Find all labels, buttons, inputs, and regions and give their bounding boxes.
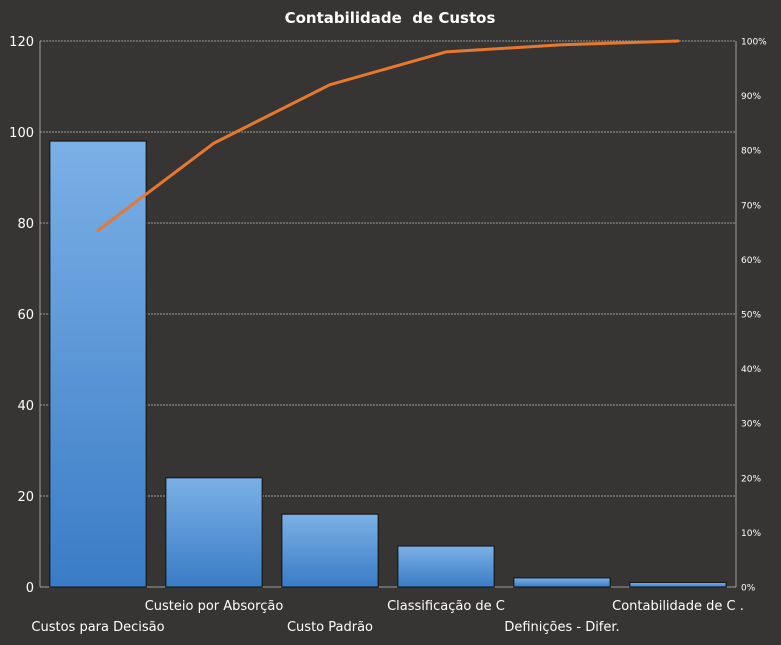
cumulative-line — [96, 39, 680, 232]
line-layer — [96, 39, 680, 232]
y-tick-label: 100 — [9, 126, 34, 141]
bar — [281, 513, 379, 588]
category-label: Custos para Decisão — [31, 620, 164, 635]
left-axis: 0 20 40 60 80 100 120 — [9, 35, 34, 596]
category-label: Definições - Difer. — [504, 620, 619, 635]
bar — [49, 140, 147, 588]
y2-tick-label: 70% — [741, 201, 761, 211]
y2-tick-label: 100% — [741, 38, 767, 48]
y2-tick-label: 60% — [741, 256, 761, 266]
y-tick-label: 20 — [17, 490, 34, 505]
y2-tick-label: 40% — [741, 365, 761, 375]
y-tick-label: 80 — [17, 217, 34, 232]
y2-tick-label: 80% — [741, 147, 761, 157]
grid-layer — [39, 40, 737, 588]
chart-title: Contabilidade de Custos — [285, 9, 496, 27]
y-tick-label: 0 — [26, 581, 34, 596]
y-tick-label: 120 — [9, 35, 34, 50]
y2-tick-label: 50% — [741, 311, 761, 321]
bars-layer — [49, 140, 727, 588]
y2-tick-label: 10% — [741, 529, 761, 539]
right-axis: 0% 10% 20% 30% 40% 50% 60% 70% 80% 90% 100% — [741, 38, 767, 594]
y2-tick-label: 0% — [741, 584, 756, 594]
bar — [165, 477, 263, 588]
category-label: Contabilidade de C . — [612, 599, 744, 614]
bar — [629, 581, 727, 588]
bar — [397, 545, 495, 588]
y2-tick-label: 20% — [741, 474, 761, 484]
bar — [513, 577, 611, 588]
y2-tick-label: 30% — [741, 420, 761, 430]
category-label: Custeio por Absorção — [145, 599, 284, 614]
y2-tick-label: 90% — [741, 92, 761, 102]
category-label: Custo Padrão — [287, 620, 373, 635]
y-tick-label: 40 — [17, 399, 34, 414]
category-label: Classificação de C — [387, 599, 505, 614]
y-tick-label: 60 — [17, 308, 34, 323]
